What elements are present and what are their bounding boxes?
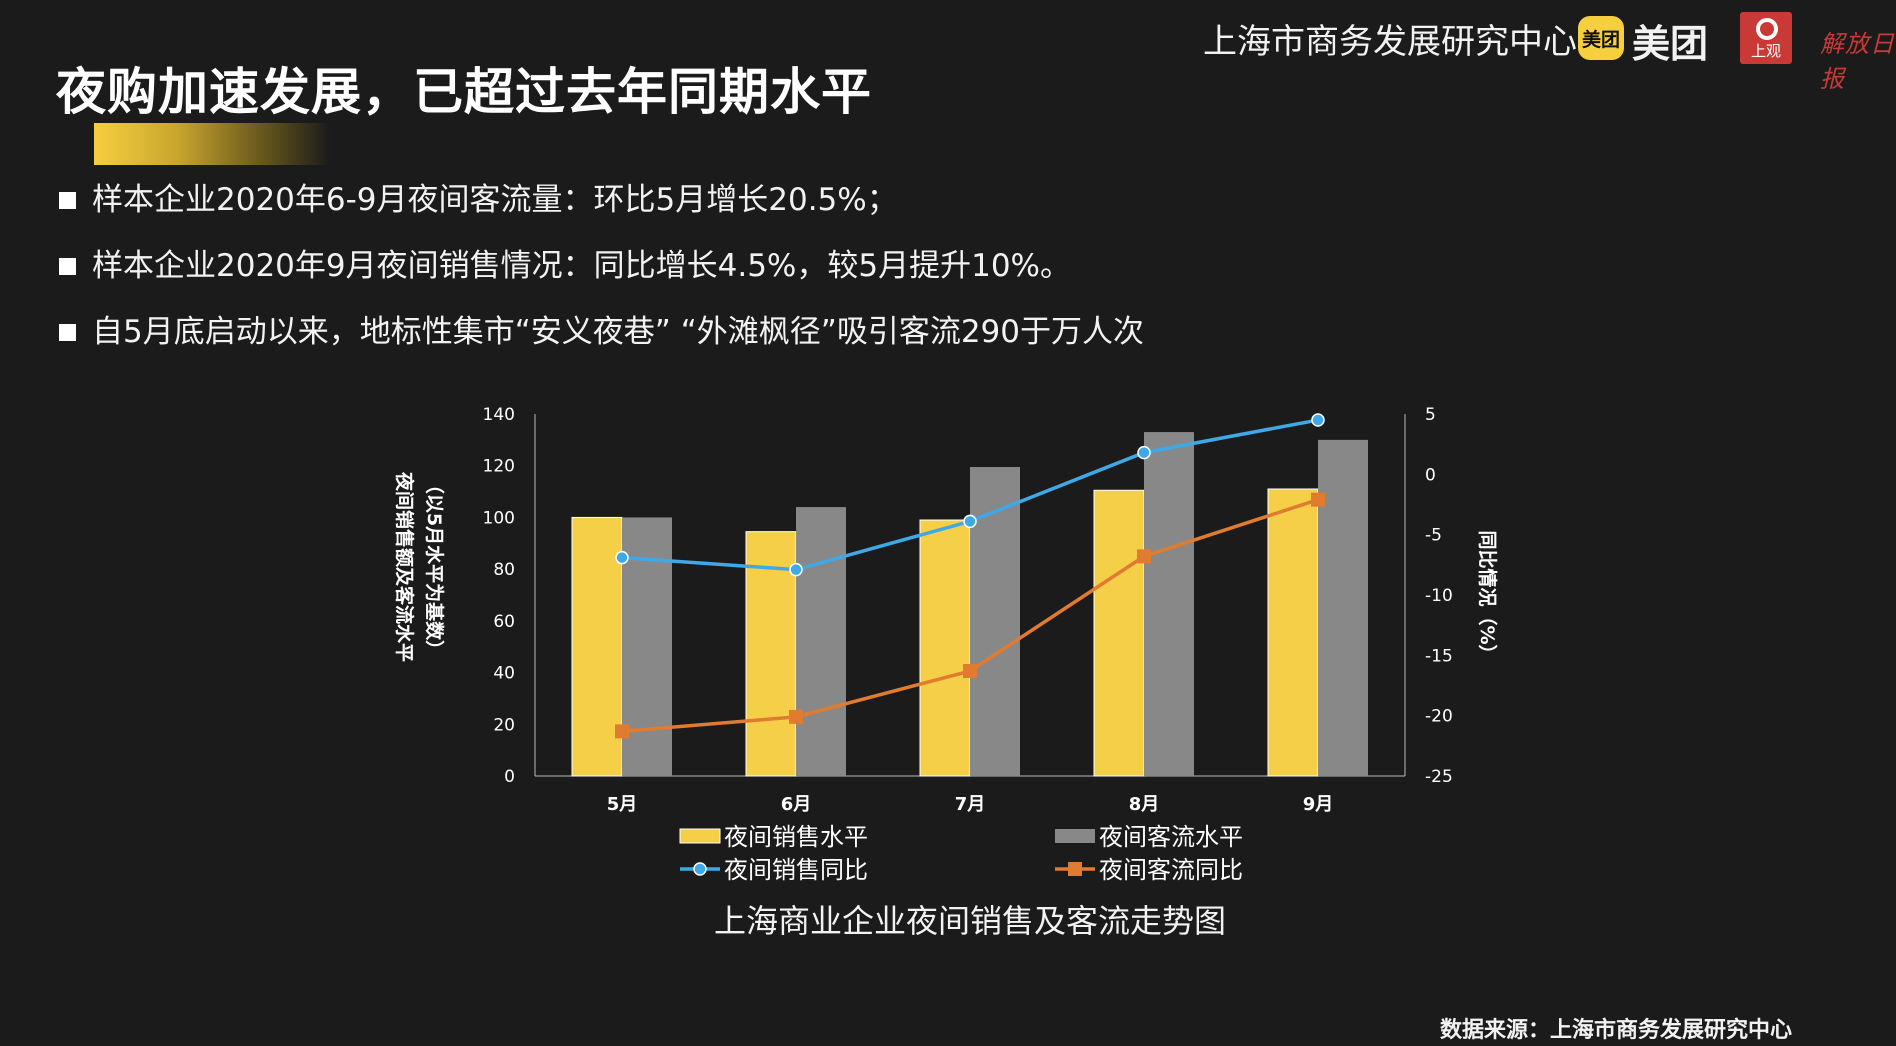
left-tick-label: 120 <box>483 457 515 477</box>
point-traffic-yoy <box>1137 549 1151 564</box>
bullet-item: 样本企业2020年9月夜间销售情况：同比增长4.5%，较5月提升10%。 <box>56 244 1144 310</box>
bar-sales-level <box>919 519 971 777</box>
right-tick-label: -25 <box>1425 767 1453 787</box>
legend-label: 夜间客流水平 <box>1099 823 1243 851</box>
shangguan-logo-icon <box>1756 18 1778 40</box>
x-tick-label: 7月 <box>955 794 986 815</box>
meituan-logo-text: 美团 <box>1632 22 1709 66</box>
left-tick-label: 60 <box>493 612 515 632</box>
left-axis-label: （以5月水平为基数） <box>423 475 446 659</box>
bullet-text: 样本企业2020年9月夜间销售情况：同比增长4.5%，较5月提升10%。 <box>92 248 1071 284</box>
legend-swatch-bar <box>1055 829 1095 843</box>
bar-traffic-level <box>622 517 672 776</box>
bullet-square-icon <box>59 192 76 209</box>
point-traffic-yoy <box>789 709 803 724</box>
bullet-list: 样本企业2020年6-9月夜间客流量：环比5月增长20.5%； 样本企业2020… <box>56 178 1144 376</box>
title-accent-bar <box>94 123 330 165</box>
meituan-logo-badge: 美团 <box>1578 16 1624 60</box>
legend-label: 夜间销售同比 <box>724 856 868 884</box>
bar-sales-level <box>745 531 797 777</box>
bullet-text: 样本企业2020年6-9月夜间客流量：环比5月增长20.5%； <box>92 182 898 218</box>
right-axis-label: 同比情况（%） <box>1476 530 1499 663</box>
bullet-square-icon <box>59 324 76 341</box>
point-sales-yoy <box>1311 413 1325 427</box>
bullet-text: 自5月底启动以来，地标性集市“安义夜巷” “外滩枫径”吸引客流290于万人次 <box>92 314 1144 350</box>
point-traffic-yoy <box>615 724 629 739</box>
x-tick-label: 6月 <box>781 794 812 815</box>
right-tick-label: -15 <box>1425 646 1453 666</box>
right-tick-label: -20 <box>1425 707 1453 727</box>
right-tick-label: -10 <box>1425 586 1453 606</box>
bullet-item: 样本企业2020年6-9月夜间客流量：环比5月增长20.5%； <box>56 178 1144 244</box>
point-traffic-yoy <box>963 664 977 679</box>
right-tick-label: -5 <box>1425 526 1442 546</box>
x-tick-label: 5月 <box>607 794 638 815</box>
header-org-name: 上海市商务发展研究中心 <box>1203 22 1577 62</box>
bar-traffic-level <box>1144 432 1194 776</box>
bar-traffic-level <box>1318 439 1368 776</box>
left-tick-label: 140 <box>483 405 515 425</box>
bullet-square-icon <box>59 258 76 275</box>
point-traffic-yoy <box>1311 492 1325 507</box>
point-sales-yoy <box>963 514 977 529</box>
bullet-item: 自5月底启动以来，地标性集市“安义夜巷” “外滩枫径”吸引客流290于万人次 <box>56 310 1144 376</box>
shangguan-logo: 上观 <box>1740 12 1792 64</box>
legend-label: 夜间销售水平 <box>724 823 868 851</box>
bar-traffic-level <box>796 507 846 776</box>
left-axis-label: 夜间销售额及客流水平 <box>393 471 416 662</box>
legend-swatch-bar <box>679 828 721 844</box>
left-tick-label: 20 <box>493 715 515 735</box>
x-tick-label: 8月 <box>1129 794 1160 815</box>
left-tick-label: 100 <box>483 508 515 528</box>
left-tick-label: 0 <box>504 767 515 787</box>
chart-title: 上海商业企业夜间销售及客流走势图 <box>713 902 1226 940</box>
point-sales-yoy <box>615 550 629 565</box>
page-title: 夜购加速发展，已超过去年同期水平 <box>56 63 872 121</box>
point-sales-yoy <box>1137 445 1151 460</box>
left-tick-label: 40 <box>493 664 515 684</box>
jiefang-logo: 解放日报 <box>1820 30 1895 93</box>
legend-marker-circle <box>693 862 707 876</box>
x-tick-label: 9月 <box>1303 794 1334 815</box>
point-sales-yoy <box>789 562 803 577</box>
legend-label: 夜间客流同比 <box>1099 856 1243 884</box>
right-tick-label: 5 <box>1425 405 1436 425</box>
bar-sales-level <box>1093 489 1145 777</box>
left-tick-label: 80 <box>493 560 515 580</box>
data-source-note: 数据来源：上海市商务发展研究中心 <box>1439 1018 1792 1043</box>
bar-sales-level <box>1267 488 1319 777</box>
right-tick-label: 0 <box>1425 465 1436 485</box>
legend-marker-square <box>1068 862 1082 876</box>
shangguan-logo-text: 上观 <box>1750 42 1781 60</box>
bar-sales-level <box>571 516 623 777</box>
